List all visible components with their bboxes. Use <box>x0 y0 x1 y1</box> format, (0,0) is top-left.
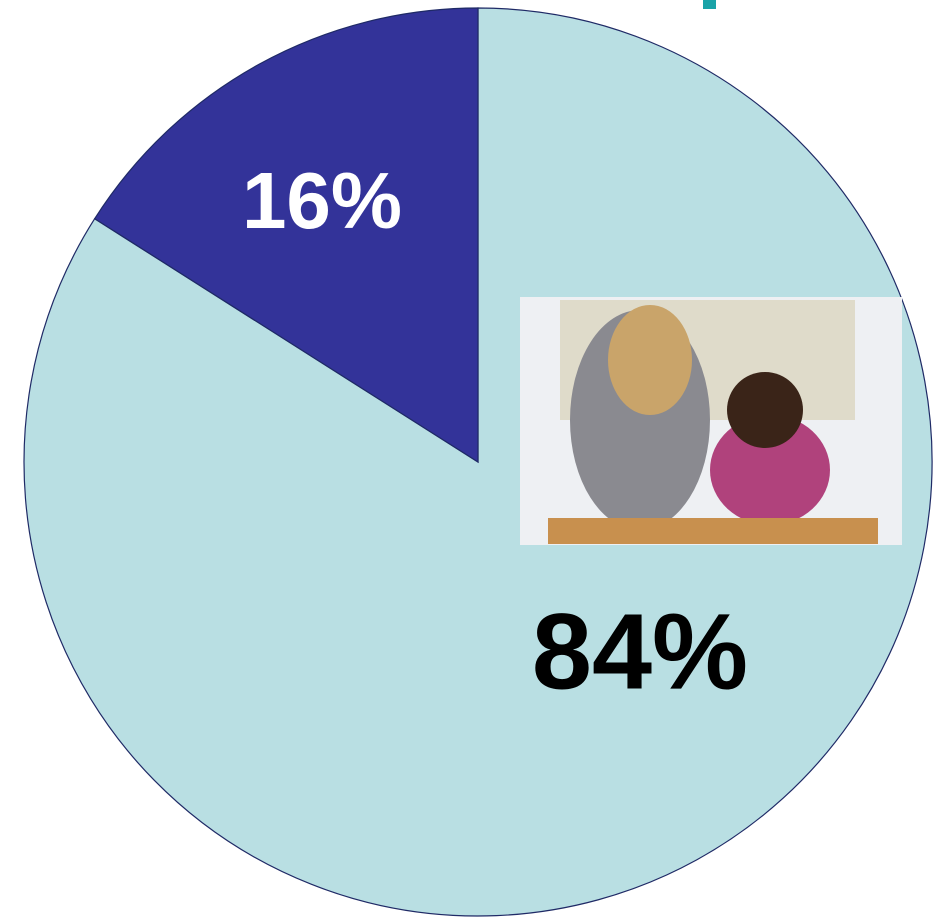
header-fragment <box>703 0 716 9</box>
value-label: 16% <box>242 156 402 245</box>
value-label: 84% <box>532 591 748 712</box>
chart: 84% 16% <box>0 0 940 918</box>
photo-child-head <box>727 372 803 448</box>
photo-teacher-hair <box>608 305 692 415</box>
photo <box>520 297 902 545</box>
photo-desk <box>548 518 878 544</box>
